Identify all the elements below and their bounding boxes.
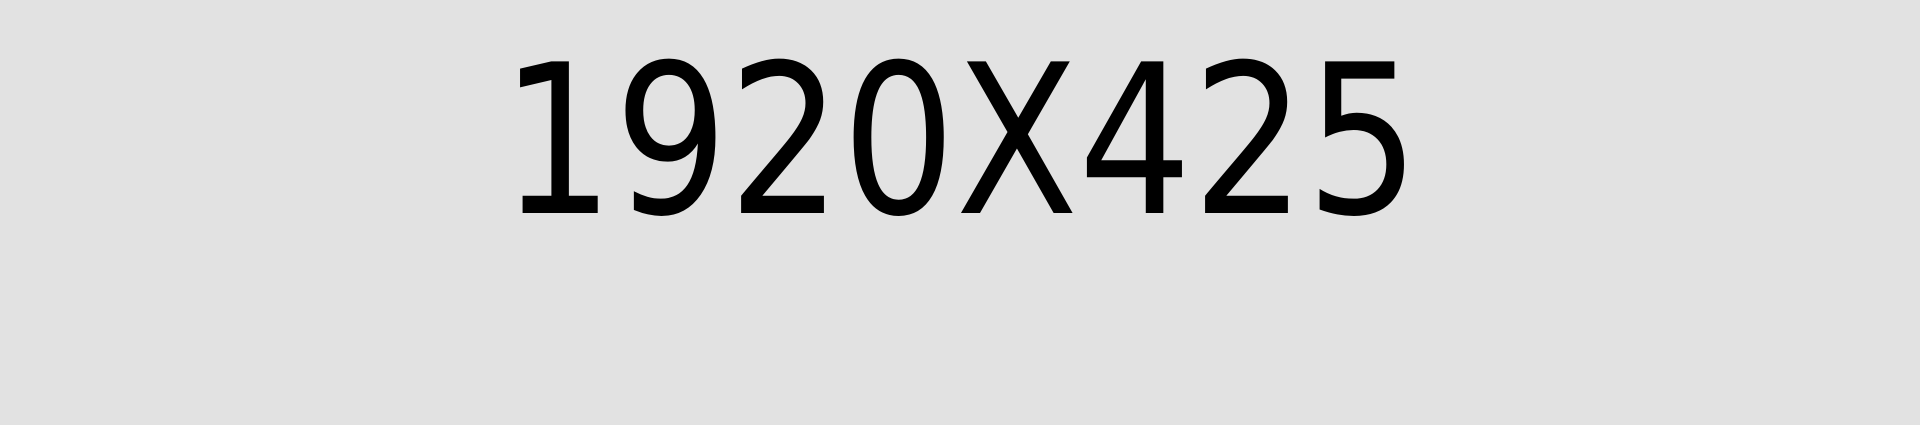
dimension-label: 1920X425: [500, 21, 1420, 263]
